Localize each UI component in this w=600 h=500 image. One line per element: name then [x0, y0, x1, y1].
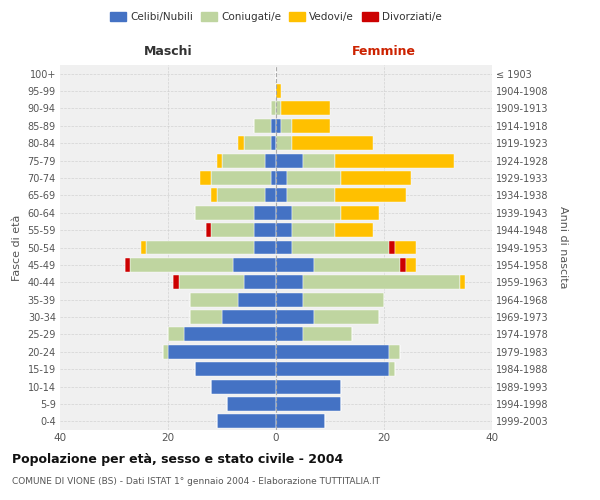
Text: Popolazione per età, sesso e stato civile - 2004: Popolazione per età, sesso e stato civil…	[12, 452, 343, 466]
Bar	[335, 223, 373, 237]
Bar	[168, 328, 184, 342]
Bar	[292, 206, 341, 220]
Bar	[276, 119, 281, 133]
Bar	[276, 310, 314, 324]
Bar	[303, 328, 352, 342]
Bar	[254, 223, 276, 237]
Bar	[276, 328, 303, 342]
Bar	[281, 102, 330, 116]
Bar	[292, 223, 335, 237]
Bar	[179, 276, 244, 289]
Bar	[222, 154, 265, 168]
Bar	[173, 276, 179, 289]
Bar	[271, 136, 276, 150]
Bar	[276, 240, 292, 254]
Bar	[292, 240, 389, 254]
Bar	[389, 345, 400, 358]
Bar	[195, 362, 276, 376]
Bar	[168, 345, 276, 358]
Bar	[276, 276, 303, 289]
Bar	[389, 362, 395, 376]
Bar	[292, 119, 330, 133]
Bar	[276, 345, 389, 358]
Bar	[244, 276, 276, 289]
Bar	[303, 276, 460, 289]
Bar	[276, 188, 287, 202]
Bar	[271, 102, 276, 116]
Bar	[195, 206, 254, 220]
Text: COMUNE DI VIONE (BS) - Dati ISTAT 1° gennaio 2004 - Elaborazione TUTTITALIA.IT: COMUNE DI VIONE (BS) - Dati ISTAT 1° gen…	[12, 478, 380, 486]
Bar	[341, 206, 379, 220]
Bar	[211, 188, 217, 202]
Bar	[211, 223, 254, 237]
Bar	[238, 136, 244, 150]
Bar	[217, 414, 276, 428]
Bar	[389, 240, 395, 254]
Bar	[276, 397, 341, 411]
Bar	[217, 188, 265, 202]
Bar	[244, 136, 271, 150]
Bar	[281, 119, 292, 133]
Bar	[184, 328, 276, 342]
Bar	[217, 154, 222, 168]
Bar	[190, 292, 238, 306]
Bar	[254, 206, 276, 220]
Bar	[395, 240, 416, 254]
Bar	[141, 240, 146, 254]
Bar	[238, 292, 276, 306]
Bar	[303, 292, 384, 306]
Bar	[460, 276, 465, 289]
Text: Maschi: Maschi	[143, 45, 193, 58]
Bar	[146, 240, 254, 254]
Bar	[276, 136, 292, 150]
Bar	[335, 154, 454, 168]
Bar	[276, 258, 314, 272]
Bar	[233, 258, 276, 272]
Y-axis label: Fasce di età: Fasce di età	[12, 214, 22, 280]
Legend: Celibi/Nubili, Coniugati/e, Vedovi/e, Divorziati/e: Celibi/Nubili, Coniugati/e, Vedovi/e, Di…	[106, 8, 446, 26]
Bar	[341, 171, 411, 185]
Bar	[314, 310, 379, 324]
Bar	[206, 223, 211, 237]
Bar	[254, 240, 276, 254]
Bar	[271, 171, 276, 185]
Bar	[265, 188, 276, 202]
Bar	[314, 258, 400, 272]
Bar	[276, 206, 292, 220]
Bar	[211, 171, 271, 185]
Bar	[276, 84, 281, 98]
Bar	[400, 258, 406, 272]
Bar	[292, 136, 373, 150]
Bar	[130, 258, 233, 272]
Bar	[276, 171, 287, 185]
Bar	[303, 154, 335, 168]
Bar	[222, 310, 276, 324]
Bar	[200, 171, 211, 185]
Bar	[276, 102, 281, 116]
Bar	[227, 397, 276, 411]
Bar	[211, 380, 276, 394]
Bar	[335, 188, 406, 202]
Bar	[287, 188, 335, 202]
Bar	[254, 119, 271, 133]
Text: Femmine: Femmine	[352, 45, 416, 58]
Bar	[163, 345, 168, 358]
Bar	[276, 414, 325, 428]
Y-axis label: Anni di nascita: Anni di nascita	[559, 206, 568, 289]
Bar	[271, 119, 276, 133]
Bar	[276, 362, 389, 376]
Bar	[190, 310, 222, 324]
Bar	[276, 292, 303, 306]
Bar	[265, 154, 276, 168]
Bar	[125, 258, 130, 272]
Bar	[276, 380, 341, 394]
Bar	[406, 258, 416, 272]
Bar	[276, 154, 303, 168]
Bar	[276, 223, 292, 237]
Bar	[287, 171, 341, 185]
